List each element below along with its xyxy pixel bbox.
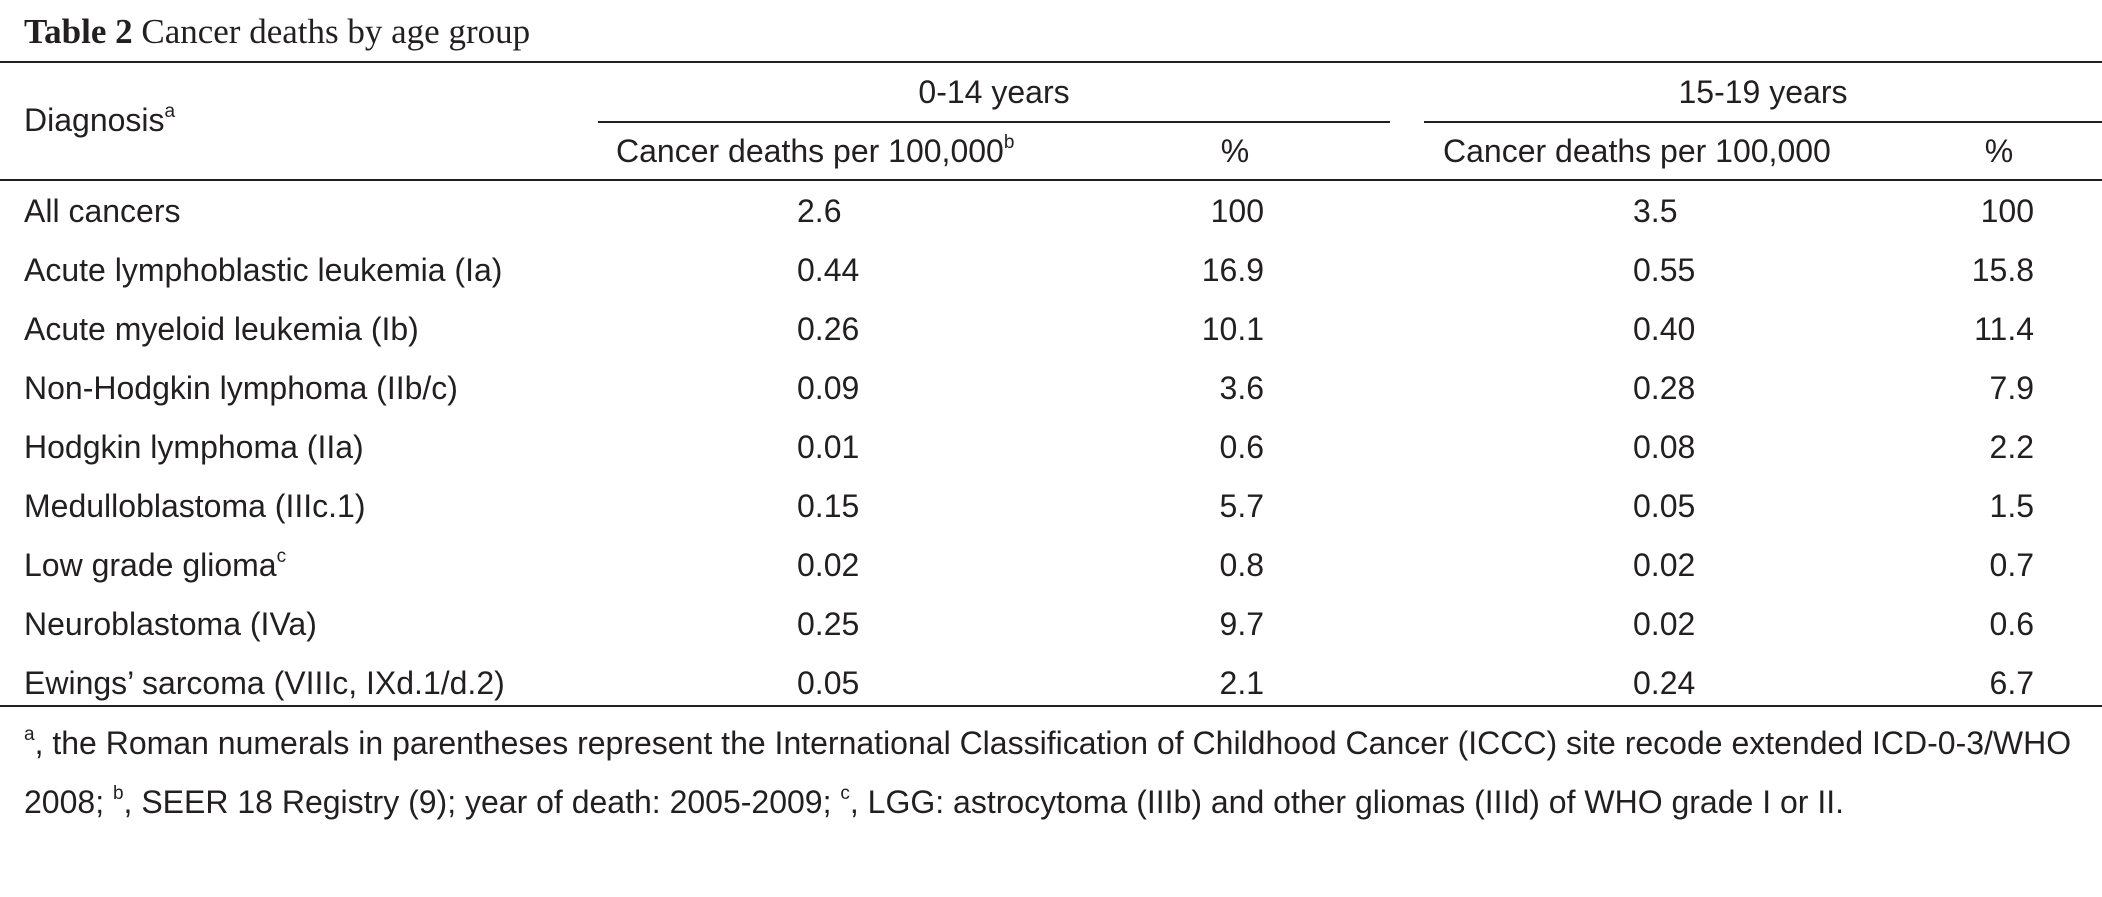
- header-g1-pct: %: [1220, 133, 1250, 169]
- cell-rate-15-19: 0.55: [1633, 252, 1696, 288]
- footnote-marker-c: c: [840, 783, 850, 804]
- footnote-b-text: , SEER 18 Registry (9); year of death: 2…: [123, 784, 841, 820]
- cell-rate-0-14: 0.25: [797, 606, 860, 642]
- cell-rate-0-14: 0.15: [797, 488, 860, 524]
- cell-pct-0-14: 0.8: [1219, 547, 1264, 583]
- cell-diagnosis: All cancers: [24, 193, 181, 229]
- cell-pct-15-19: 0.7: [1989, 547, 2034, 583]
- footnote-a-text: , the Roman numerals in parentheses repr…: [24, 725, 2072, 820]
- header-g2-rate: Cancer deaths per 100,000: [1443, 133, 1831, 169]
- cell-pct-0-14: 0.6: [1219, 429, 1264, 465]
- cell-pct-15-19: 11.4: [1974, 311, 2034, 347]
- footnote-marker-b: b: [112, 783, 124, 804]
- cell-rate-0-14: 0.09: [797, 370, 860, 406]
- cell-rate-0-14: 0.26: [797, 311, 860, 347]
- table-caption: Table 2 Cancer deaths by age group: [24, 10, 530, 54]
- cell-diagnosis: Non-Hodgkin lymphoma (IIb/c): [24, 370, 458, 406]
- table-label: Table 2: [24, 12, 133, 51]
- cell-pct-0-14: 2.1: [1219, 665, 1264, 701]
- table-title: Cancer deaths by age group: [141, 12, 531, 51]
- cell-pct-15-19: 100: [1980, 193, 2034, 229]
- footnote-marker: c: [276, 546, 287, 567]
- cell-diagnosis: Low grade gliomac: [24, 546, 287, 583]
- cell-rate-15-19: 0.40: [1633, 311, 1696, 347]
- header-g2-pct: %: [1984, 133, 2014, 169]
- cell-pct-15-19: 15.8: [1971, 252, 2034, 288]
- header-g1-rate: Cancer deaths per 100,000b: [616, 132, 1015, 169]
- cell-pct-0-14: 5.7: [1219, 488, 1264, 524]
- footnote-marker: b: [1003, 132, 1015, 153]
- group1-rule: [598, 121, 1390, 123]
- cell-rate-15-19: 0.05: [1633, 488, 1696, 524]
- cell-pct-15-19: 2.2: [1989, 429, 2034, 465]
- cell-pct-0-14: 16.9: [1201, 252, 1264, 288]
- cell-rate-15-19: 0.08: [1633, 429, 1696, 465]
- cell-pct-0-14: 100: [1210, 193, 1264, 229]
- footnote-marker-a: a: [24, 724, 35, 745]
- cell-rate-0-14: 0.02: [797, 547, 860, 583]
- cell-diagnosis: Acute lymphoblastic leukemia (Ia): [24, 252, 503, 288]
- footnote-c-text: , LGG: astrocytoma (IIIb) and other glio…: [849, 784, 1844, 820]
- cell-diagnosis: Acute myeloid leukemia (Ib): [24, 311, 419, 347]
- cell-rate-0-14: 2.6: [797, 193, 842, 229]
- table-footnote: a, the Roman numerals in parentheses rep…: [24, 714, 2084, 832]
- cell-rate-0-14: 0.05: [797, 665, 860, 701]
- bottom-rule: [0, 705, 2102, 707]
- cell-pct-15-19: 7.9: [1989, 370, 2034, 406]
- header-diagnosis: Diagnosisa: [24, 101, 176, 138]
- header-group-0-14: 0-14 years: [918, 74, 1070, 110]
- cell-rate-15-19: 0.24: [1633, 665, 1696, 701]
- cell-rate-0-14: 0.01: [797, 429, 860, 465]
- cell-pct-0-14: 3.6: [1219, 370, 1264, 406]
- cell-diagnosis: Ewings’ sarcoma (VIIIc, IXd.1/d.2): [24, 665, 505, 701]
- cell-rate-15-19: 0.02: [1633, 547, 1696, 583]
- cell-pct-15-19: 0.6: [1989, 606, 2034, 642]
- header-group-15-19: 15-19 years: [1678, 74, 1848, 110]
- cell-pct-15-19: 6.7: [1989, 665, 2034, 701]
- cell-pct-0-14: 9.7: [1219, 606, 1264, 642]
- cell-rate-15-19: 3.5: [1633, 193, 1678, 229]
- cell-rate-15-19: 0.02: [1633, 606, 1696, 642]
- cell-diagnosis: Hodgkin lymphoma (IIa): [24, 429, 364, 465]
- cell-diagnosis: Medulloblastoma (IIIc.1): [24, 488, 366, 524]
- top-rule: [0, 61, 2102, 63]
- header-rule: [0, 179, 2102, 181]
- cell-rate-0-14: 0.44: [797, 252, 860, 288]
- cell-rate-15-19: 0.28: [1633, 370, 1696, 406]
- cell-pct-15-19: 1.5: [1989, 488, 2034, 524]
- cell-diagnosis: Neuroblastoma (IVa): [24, 606, 317, 642]
- group2-rule: [1424, 121, 2102, 123]
- footnote-marker: a: [164, 101, 176, 122]
- cell-pct-0-14: 10.1: [1201, 311, 1264, 347]
